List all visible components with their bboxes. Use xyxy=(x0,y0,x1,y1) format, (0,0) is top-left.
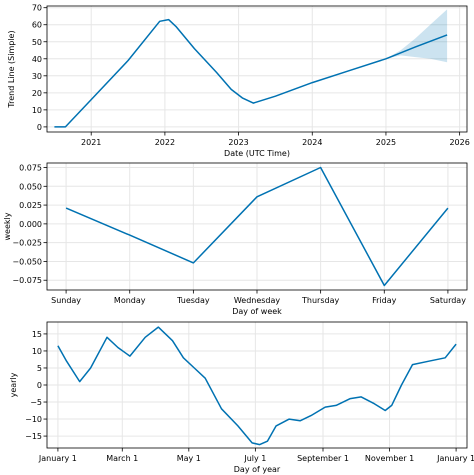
x-tick-label: Saturday xyxy=(430,296,466,305)
x-tick-label: Sunday xyxy=(51,296,81,305)
x-tick-label: 2025 xyxy=(376,138,396,147)
yearly-panel: January 1 March 1 May 1 July 1 September 1 No… xyxy=(9,321,474,474)
x-tick-label: March 1 xyxy=(106,454,138,463)
y-axis-label: weekly xyxy=(3,212,12,240)
x-axis-label: Date (UTC Time) xyxy=(224,149,290,158)
x-tick-label: 2026 xyxy=(449,138,469,147)
y-tick-label: −0.025 xyxy=(12,239,42,248)
weekly-panel: Sunday Monday Tuesday Wednesday Thursday Frid… xyxy=(3,162,468,316)
x-tick-label: September 1 xyxy=(297,454,349,463)
series-line xyxy=(57,326,457,446)
y-tick-label: −10 xyxy=(25,415,42,424)
trend-panel: 2021 2022 2023 2024 2025 2026 0 10 20 30 40 50 60 70 D… xyxy=(7,4,470,158)
x-tick-label: Tuesday xyxy=(176,296,210,305)
x-axis-label: Day of year xyxy=(234,465,281,474)
series-line xyxy=(54,18,448,128)
x-tick-label: 2024 xyxy=(302,138,322,147)
y-axis-label: yearly xyxy=(9,372,18,397)
y-tick-label: 30 xyxy=(32,72,42,81)
x-tick-label: November 1 xyxy=(365,454,414,463)
y-tick-label: 10 xyxy=(32,347,42,356)
y-tick-label: 70 xyxy=(32,4,42,13)
x-tick-label: May 1 xyxy=(177,454,201,463)
x-tick-label: 2021 xyxy=(81,138,101,147)
x-tick-label: January 1 xyxy=(38,454,77,463)
y-tick-label: 0.050 xyxy=(19,182,42,191)
y-tick-label: −15 xyxy=(25,432,42,441)
y-tick-label: 0.000 xyxy=(19,220,42,229)
x-tick-label: Friday xyxy=(372,296,397,305)
y-axis-label: Trend Line (Simple) xyxy=(7,30,16,108)
y-tick-label: −0.050 xyxy=(12,257,42,266)
y-tick-label: 60 xyxy=(32,21,42,30)
y-tick-label: 0.075 xyxy=(19,164,42,173)
y-tick-label: −5 xyxy=(30,398,42,407)
y-tick-label: 20 xyxy=(32,89,42,98)
y-tick-label: 10 xyxy=(32,106,42,115)
y-tick-label: 0.025 xyxy=(19,201,42,210)
y-tick-label: 50 xyxy=(32,38,42,47)
y-tick-label: −0.075 xyxy=(12,276,42,285)
x-tick-label: 2022 xyxy=(155,138,175,147)
x-tick-label: January 1 xyxy=(436,454,474,463)
x-tick-label: 2023 xyxy=(228,138,248,147)
series-line xyxy=(65,166,449,287)
plot-frame xyxy=(46,5,468,133)
y-tick-label: 15 xyxy=(32,330,42,339)
y-tick-label: 0 xyxy=(37,381,42,390)
uncertainty-band xyxy=(385,9,448,63)
x-axis-label: Day of week xyxy=(232,307,282,316)
y-tick-label: 0 xyxy=(37,123,42,132)
x-tick-label: July 1 xyxy=(243,454,266,463)
y-tick-label: 5 xyxy=(37,364,42,373)
x-tick-label: Wednesday xyxy=(234,296,281,305)
x-tick-label: Monday xyxy=(114,296,146,305)
y-tick-label: 40 xyxy=(32,55,42,64)
x-tick-label: Thursday xyxy=(301,296,339,305)
